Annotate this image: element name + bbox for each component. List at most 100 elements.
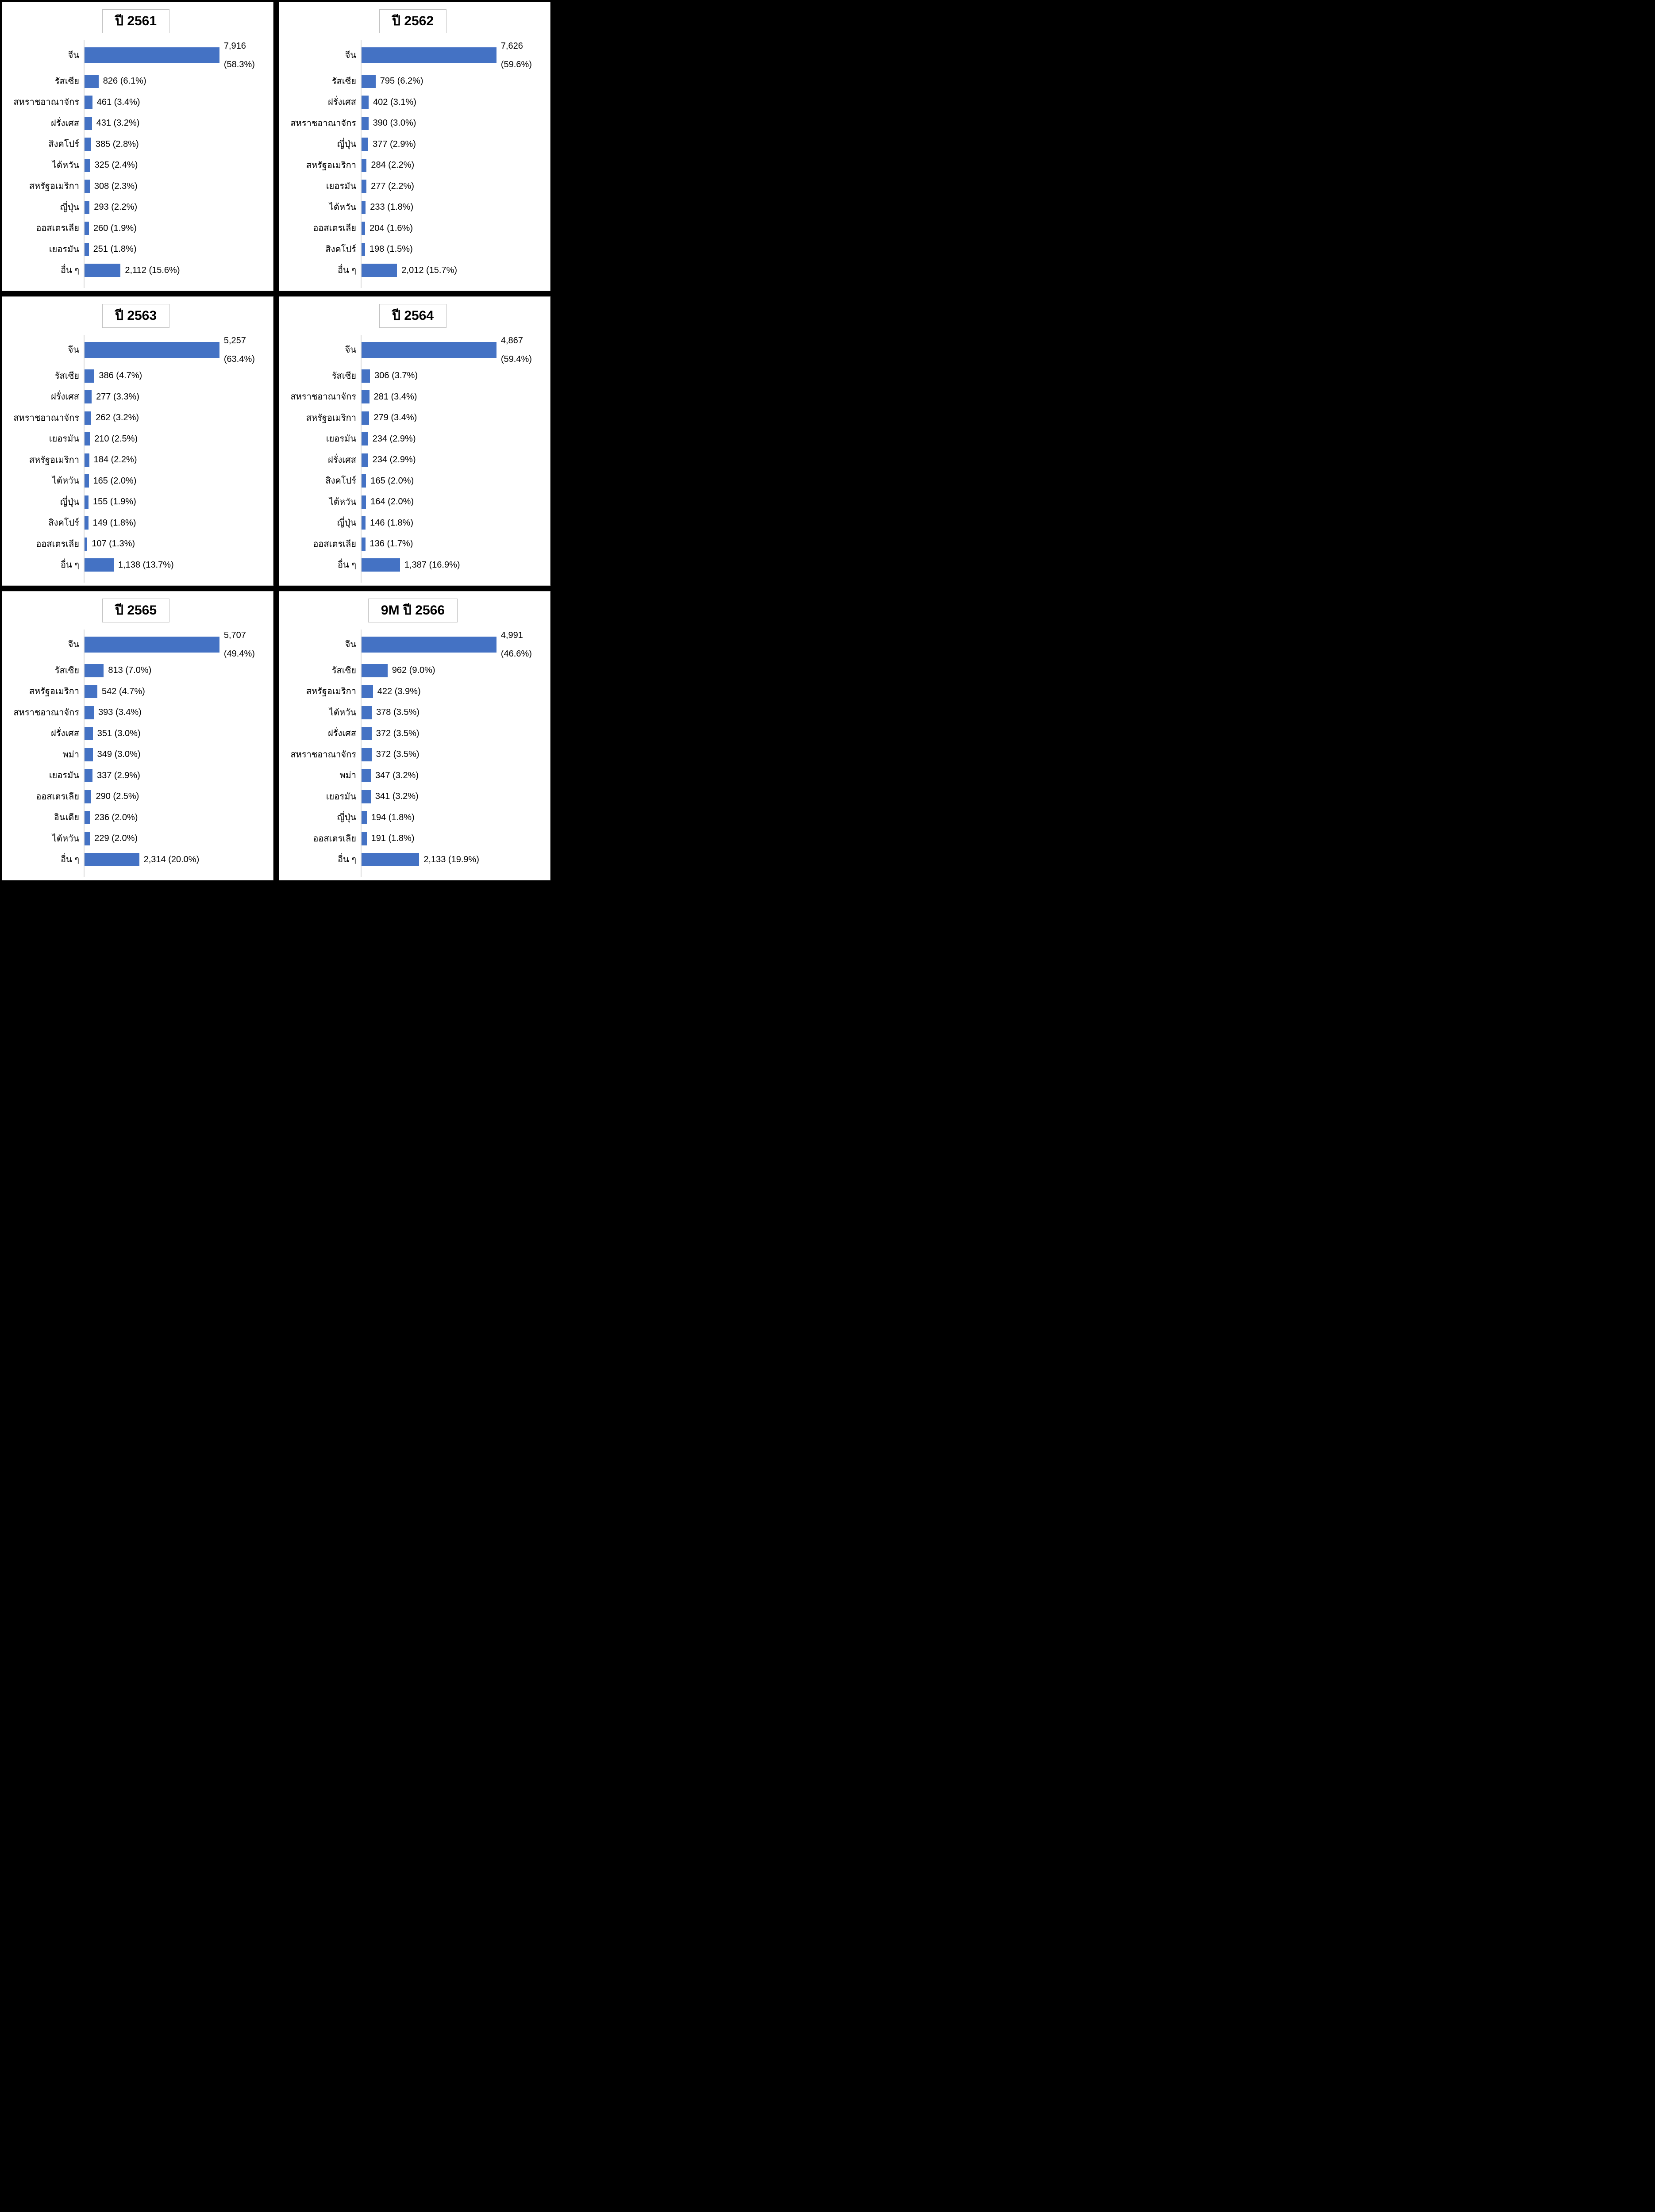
bar: [85, 453, 89, 467]
chart-panel-2562: ปี 2562 จีน 7,626 (59.6%) รัสเซีย 795 (6.2%…: [279, 2, 550, 291]
plot-area: 149 (1.8%): [84, 512, 267, 534]
value-label: 277 (2.2%): [371, 181, 414, 191]
plot-area: 1,387 (16.9%): [361, 554, 544, 576]
value-label: 107 (1.3%): [92, 539, 135, 549]
category-label: ไต้หวัน: [329, 202, 356, 212]
bars-area: จีน 5,257 (63.4%) รัสเซีย 386 (4.7%) ฝรั่งเศ…: [5, 335, 267, 583]
category-label: รัสเซีย: [331, 371, 356, 381]
value-label: 165 (2.0%): [370, 476, 414, 486]
bar-row: จีน 5,257 (63.4%): [5, 335, 267, 365]
bar-row: เยอรมัน 337 (2.9%): [5, 765, 267, 786]
bar-row: อื่น ๆ 1,387 (16.9%): [282, 554, 544, 576]
category-label: ญี่ปุ่น: [337, 813, 356, 823]
bar: [362, 832, 367, 845]
category-label: อื่น ๆ: [338, 265, 356, 276]
category-label: สหรัฐอเมริกา: [306, 687, 356, 697]
category-label: เยอรมัน: [326, 791, 356, 802]
value-label: 277 (3.3%): [96, 392, 139, 402]
category-label: ญี่ปุ่น: [337, 518, 356, 528]
category-label: ฝรั่งเศส: [328, 729, 356, 739]
bar-row: สหราชอาณาจักร 372 (3.5%): [282, 744, 544, 765]
bar-row: ญี่ปุ่น 194 (1.8%): [282, 807, 544, 829]
bar: [362, 180, 367, 193]
value-label: 4,867 (59.4%): [500, 336, 532, 365]
plot-area: 347 (3.2%): [361, 765, 544, 786]
bar-row: ออสเตรเลีย 191 (1.8%): [282, 828, 544, 849]
plot-area: 7,916 (58.3%): [84, 40, 267, 71]
bar: [85, 748, 93, 761]
bar: [362, 453, 368, 467]
plot-area: 194 (1.8%): [361, 807, 544, 829]
bar: [362, 200, 366, 214]
bar-row: ไต้หวัน 325 (2.4%): [5, 154, 267, 176]
bar-row: ญี่ปุ่น 293 (2.2%): [5, 196, 267, 218]
bar: [85, 516, 89, 530]
axis-line-tail: [361, 576, 544, 583]
value-label: 262 (3.2%): [96, 413, 139, 423]
bar: [85, 769, 92, 783]
bar: [85, 158, 90, 172]
bar-row: สหรัฐอเมริกา 308 (2.3%): [5, 176, 267, 197]
value-label: 351 (3.0%): [97, 728, 141, 738]
bar: [85, 180, 90, 193]
bar-row: จีน 7,626 (59.6%): [282, 40, 544, 71]
bar-row: อินเดีย 236 (2.0%): [5, 807, 267, 829]
value-label: 290 (2.5%): [96, 791, 139, 802]
bar-row: พม่า 347 (3.2%): [282, 765, 544, 786]
plot-area: 229 (2.0%): [84, 828, 267, 849]
plot-area: 962 (9.0%): [361, 660, 544, 681]
plot-area: 385 (2.8%): [84, 134, 267, 155]
plot-area: 826 (6.1%): [84, 70, 267, 92]
category-label: ฝรั่งเศส: [328, 455, 356, 465]
bars-area: จีน 4,991 (46.6%) รัสเซีย 962 (9.0%) สหรัฐอเ…: [282, 630, 544, 878]
bar: [85, 537, 88, 551]
value-label: 385 (2.8%): [95, 139, 139, 149]
bar: [85, 432, 90, 446]
value-label: 279 (3.4%): [373, 413, 417, 423]
plot-area: 372 (3.5%): [361, 723, 544, 744]
plot-area: 290 (2.5%): [84, 786, 267, 807]
axis-line-tail: [84, 576, 267, 583]
category-label: ออสเตรเลีย: [313, 223, 356, 234]
plot-area: 251 (1.8%): [84, 239, 267, 260]
category-label: จีน: [68, 50, 79, 61]
bar: [85, 664, 104, 677]
bar: [362, 369, 370, 383]
category-label: สหราชอาณาจักร: [13, 97, 79, 108]
chart-title: ปี 2564: [379, 304, 447, 328]
bar: [85, 116, 92, 130]
bar: [362, 664, 388, 677]
bar-row: สหราชอาณาจักร 390 (3.0%): [282, 112, 544, 134]
plot-area: 107 (1.3%): [84, 534, 267, 555]
plot-area: 262 (3.2%): [84, 407, 267, 429]
value-label: 194 (1.8%): [371, 812, 415, 822]
bar-row: ไต้หวัน 165 (2.0%): [5, 470, 267, 492]
value-label: 308 (2.3%): [94, 181, 138, 191]
value-label: 795 (6.2%): [380, 76, 423, 86]
value-label: 5,707 (49.4%): [223, 630, 255, 659]
category-label: จีน: [68, 345, 79, 355]
plot-area: 431 (3.2%): [84, 112, 267, 134]
value-label: 234 (2.9%): [372, 455, 416, 465]
bar: [362, 637, 496, 653]
bar: [362, 685, 373, 699]
bar: [85, 474, 89, 488]
bar-row: สหรัฐอเมริกา 542 (4.7%): [5, 681, 267, 702]
bar-row: รัสเซีย 386 (4.7%): [5, 365, 267, 387]
plot-area: 378 (3.5%): [361, 702, 544, 723]
bar-row: สหรัฐอเมริกา 422 (3.9%): [282, 681, 544, 702]
value-label: 284 (2.2%): [371, 160, 415, 170]
bar: [85, 242, 89, 256]
plot-area: 136 (1.7%): [361, 534, 544, 555]
plot-area: 341 (3.2%): [361, 786, 544, 807]
bar-row: ออสเตรเลีย 290 (2.5%): [5, 786, 267, 807]
category-label: ไต้หวัน: [52, 833, 79, 844]
value-label: 826 (6.1%): [103, 76, 146, 86]
bar-row: ญี่ปุ่น 146 (1.8%): [282, 512, 544, 534]
plot-area: 284 (2.2%): [361, 154, 544, 176]
category-label: จีน: [345, 640, 356, 650]
value-label: 2,314 (20.0%): [143, 854, 200, 864]
category-label: เยอรมัน: [49, 244, 79, 254]
value-label: 164 (2.0%): [370, 497, 414, 507]
category-label: ญี่ปุ่น: [60, 202, 79, 212]
